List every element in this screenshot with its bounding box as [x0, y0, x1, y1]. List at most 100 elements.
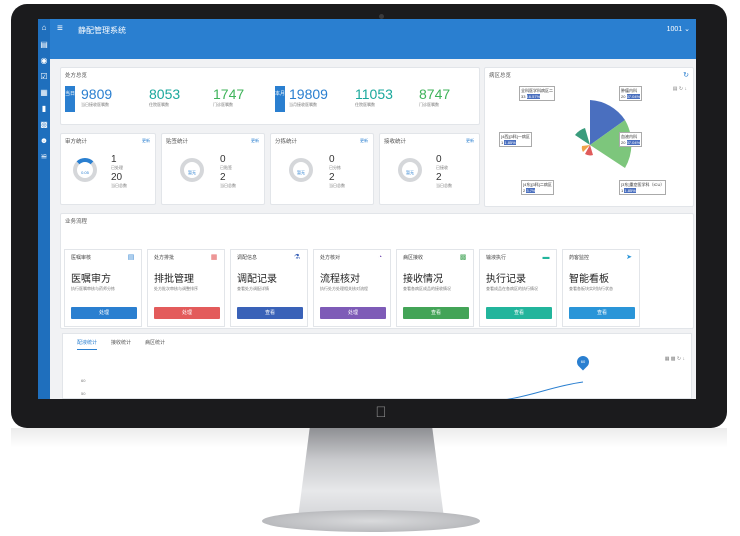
home-icon[interactable]: ⌂ [41, 23, 47, 32]
flask-icon: ⚗ [293, 254, 301, 261]
biz-item-receive: 病区接收 ▩ 接收情况 查看各病区成品的接收情况 查看 [396, 249, 474, 327]
barcode-icon[interactable]: ▦ [40, 88, 48, 97]
month-total: 19809 当月接收医嘱数 [289, 86, 328, 107]
refresh-icon[interactable]: ↻ [683, 72, 689, 79]
stat-b-label: 当日总数 [436, 183, 452, 188]
biz-item-batch: 处方排批 ▦ 排批管理 处方批次审核与调整排序 处理 [147, 249, 225, 327]
stat-card-update-link[interactable]: 更新 [360, 138, 368, 143]
cart-icon: ▩ [459, 254, 467, 261]
top-bar: ≡ 静配管理系统 1001 ⌄ [38, 19, 696, 41]
max-marker-label: 60 [580, 359, 586, 364]
stat-a-value: 0 [220, 154, 226, 165]
stat-b-label: 当日总数 [220, 183, 236, 188]
stat-card-title: 贴签统计 [166, 139, 189, 145]
stat-card-update-link[interactable]: 更新 [251, 138, 259, 143]
camera-dot [379, 14, 384, 19]
review-icon[interactable]: ◉ [40, 56, 48, 65]
apple-logo-icon:  [373, 404, 389, 422]
stat-card-title: 审方统计 [65, 139, 88, 145]
batch-icon: ▦ [210, 254, 218, 261]
chart-tool-icons[interactable]: ▦ ▩ ↻ ↓ [664, 356, 685, 362]
stat-card-sort: 分拣统计 更新 暂无 0 已分拣 2 当日总数 [270, 133, 374, 205]
execute-view-button[interactable]: 查看 [486, 307, 552, 319]
stat-card-label: 贴签统计 更新 暂无 0 已贴签 2 当日总数 [161, 133, 265, 205]
ward-title: 病区总览 [489, 73, 512, 79]
month-tag: 本月 [275, 86, 285, 112]
ward-label-5: [3东]重症医学科（ICU） 1 1.85% [619, 180, 667, 195]
stat-card-title: 接收统计 [384, 139, 407, 145]
biz-item-dispense: 调配信息 ⚗ 调配记录 查看处方调配详情 查看 [230, 249, 308, 327]
ward-slice-4east [585, 145, 593, 156]
batch-process-button[interactable]: 处理 [154, 307, 220, 319]
day-tag: 当日 [65, 86, 75, 112]
receive-view-button[interactable]: 查看 [403, 307, 469, 319]
stat-a-value: 0 [436, 154, 442, 165]
stat-card-review: 审方统计 更新 0.05 1 已处理 20 当日总数 [60, 133, 156, 205]
ward-label-4: [4东][3科]二病区 2 3.7% [521, 180, 554, 195]
user-menu[interactable]: 1001 ⌄ [666, 26, 690, 33]
board-view-button[interactable]: 查看 [569, 307, 635, 319]
biz-item-board: 药客监控 ➤ 智能看板 查看各板块实时执行状态 查看 [562, 249, 640, 327]
stat-card-title: 分拣统计 [275, 139, 298, 145]
month-inpatient: 11053 住院医嘱数 [355, 86, 393, 107]
monitor-stand-foot [262, 510, 480, 532]
bar-chart-icon[interactable]: ▩ [40, 120, 48, 129]
ward-label-0: 全科医学科病区二 33 16.57% [519, 86, 555, 101]
stat-b-value: 20 [111, 172, 123, 183]
ward-overview-card: 病区总览 ↻ ▤ ↻ ↓ 全科医学科病区二 33 16.57% 肿瘤内科 20 37… [484, 67, 694, 207]
bottle-icon[interactable]: ▮ [41, 104, 47, 113]
send-icon: ➤ [626, 254, 632, 261]
stat-a-label: 已处理 [111, 165, 123, 170]
line-chart-segment [506, 381, 584, 399]
day-total: 9809 当日接收医嘱数 [81, 86, 113, 107]
checklist-icon[interactable]: ☑ [40, 72, 48, 81]
stat-ring: 暂无 [180, 158, 204, 182]
ward-label-2: [4西][3科]一病区 1 1.85% [499, 132, 532, 147]
ward-slice-general [575, 128, 590, 145]
monitor-stand-neck [298, 428, 444, 518]
dispense-view-button[interactable]: 查看 [237, 307, 303, 319]
stats-tabs-panel: 配液统计 接收统计 病区统计 ▦ ▩ ↻ ↓ 60 50 60 [62, 333, 692, 399]
stat-b-value: 2 [329, 172, 335, 183]
summary-title: 处方总览 [65, 73, 88, 79]
ward-label-3: 血液内科 20 37.04% [619, 132, 643, 147]
y-tick-60: 60 [81, 378, 86, 383]
business-title: 业务流程 [65, 219, 88, 225]
stat-card-receive: 接收统计 更新 暂无 0 已接收 2 当日总数 [379, 133, 480, 205]
pie-icon: ◔ [377, 254, 383, 261]
stat-b-label: 当日总数 [111, 183, 127, 188]
stat-ring: 暂无 [289, 158, 313, 182]
tab-receive-stats[interactable]: 接收统计 [111, 340, 132, 346]
stat-a-label: 已贴签 [220, 165, 232, 170]
audit-process-button[interactable]: 处理 [71, 307, 137, 319]
stat-b-value: 2 [436, 172, 442, 183]
ward-slice-oncology [590, 100, 625, 145]
biz-item-execute: 输液执行 ▬ 执行记录 查看成品在各病区的执行情况 查看 [479, 249, 557, 327]
sliders-icon[interactable]: ≌ [40, 152, 48, 161]
document-icon: ▤ [127, 254, 135, 261]
day-inpatient: 8053 住院医嘱数 [149, 86, 181, 107]
stat-b-label: 当日总数 [329, 183, 345, 188]
verify-process-button[interactable]: 处理 [320, 307, 386, 319]
stat-card-update-link[interactable]: 更新 [466, 138, 474, 143]
tab-dispense-stats[interactable]: 配液统计 [77, 339, 98, 350]
biz-item-audit: 医嘱审核 ▤ 医嘱审方 执行医嘱审核与药师分拣 处理 [64, 249, 142, 327]
stat-a-label: 已接收 [436, 165, 448, 170]
month-outpatient: 8747 门诊医嘱数 [419, 86, 451, 107]
summary-card: 处方总览 当日 9809 当日接收医嘱数 8053 住院医嘱数 1747 门诊医… [60, 67, 480, 125]
series-line [506, 381, 584, 399]
hamburger-icon[interactable]: ≡ [57, 23, 63, 34]
ward-slice-icu [581, 145, 590, 152]
users-icon[interactable]: ☻ [39, 136, 49, 145]
left-nav: ⌂ ▤ ◉ ☑ ▦ ▮ ▩ ☻ ≌ [38, 19, 50, 399]
stat-card-update-link[interactable]: 更新 [142, 138, 150, 143]
biz-item-verify: 处方核对 ◔ 流程核对 执行处方处理相关核对流程 处理 [313, 249, 391, 327]
prescription-icon[interactable]: ▤ [40, 40, 48, 49]
ward-label-1: 肿瘤内科 20 37.04% [619, 86, 643, 101]
tab-ward-stats[interactable]: 病区统计 [145, 340, 166, 346]
bed-icon: ▬ [542, 254, 550, 261]
y-tick-50: 50 [81, 391, 86, 396]
app-title: 静配管理系统 [78, 26, 126, 35]
ward-tool-icons[interactable]: ▤ ↻ ↓ [672, 86, 687, 92]
stat-ring: 暂无 [398, 158, 422, 182]
